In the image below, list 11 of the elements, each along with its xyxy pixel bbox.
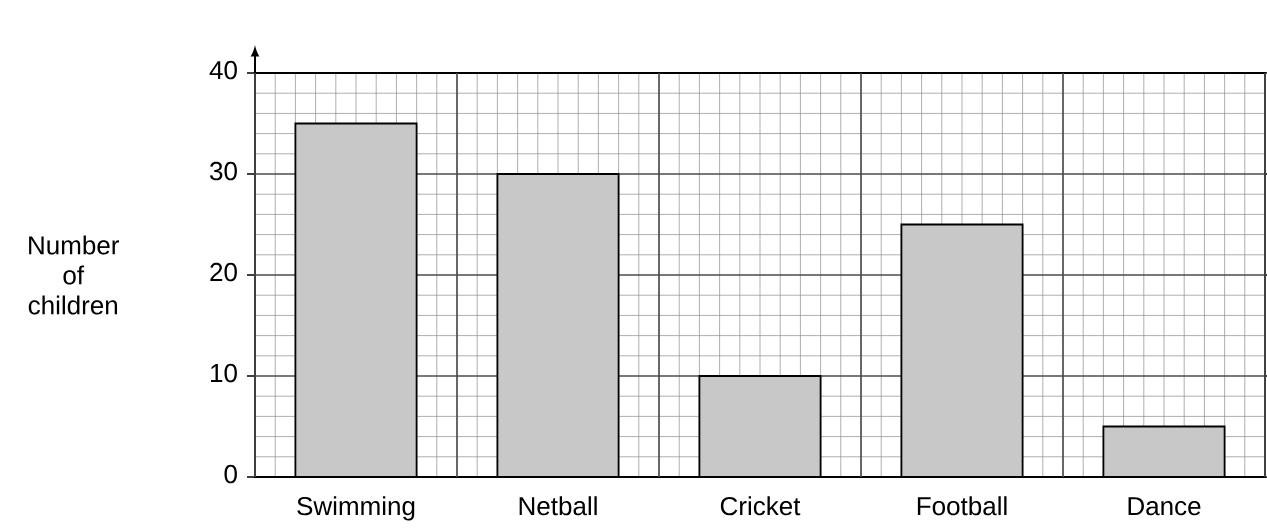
y-axis-title: Number of children xyxy=(28,235,119,315)
x-tick-label: Dance xyxy=(1128,497,1201,516)
x-tick-label: Swimming xyxy=(297,496,415,521)
y-tick-label: 40 xyxy=(209,60,237,80)
x-tick-label: Football xyxy=(917,496,1007,516)
x-tick-label: Cricket xyxy=(720,496,801,516)
y-tick-label: 0 xyxy=(224,464,237,484)
y-tick-label: 30 xyxy=(210,161,237,181)
x-tick-label: Netball xyxy=(519,496,597,516)
y-tick-label: 20 xyxy=(210,262,237,282)
y-tick-label: 10 xyxy=(211,363,237,383)
